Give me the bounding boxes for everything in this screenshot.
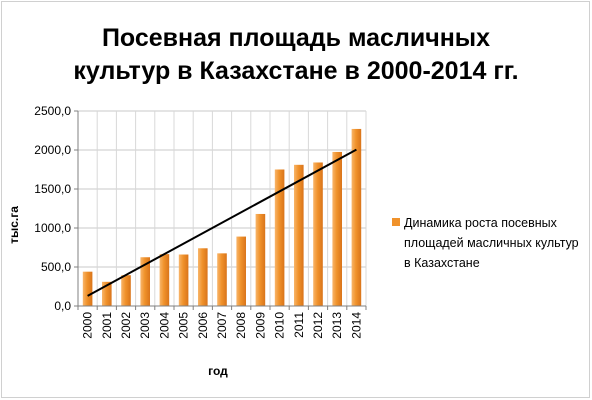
legend: Динамика роста посевных площадей масличн… bbox=[392, 213, 587, 273]
bar-2013 bbox=[332, 151, 342, 306]
bar-2009 bbox=[255, 213, 266, 306]
bar-2001 bbox=[102, 281, 112, 306]
chart-title: Посевная площадь масличных культур в Каз… bbox=[0, 22, 592, 88]
x-tick-label-2001: 2001 bbox=[100, 312, 114, 339]
x-tick-label-2011: 2011 bbox=[292, 312, 306, 338]
bar-2004 bbox=[159, 254, 170, 306]
x-tick-label-2004: 2004 bbox=[157, 312, 171, 339]
bar-2008 bbox=[236, 236, 246, 306]
y-tick-label-3: 1500,0 bbox=[34, 182, 71, 196]
axes bbox=[74, 110, 367, 310]
y-tick-label-5: 2500,0 bbox=[34, 104, 71, 118]
bar-2000 bbox=[82, 271, 93, 306]
x-tick-label-2005: 2005 bbox=[177, 312, 191, 339]
bar-2005 bbox=[178, 254, 189, 306]
legend-label: Динамика роста посевных площадей масличн… bbox=[404, 216, 579, 270]
bar-2006 bbox=[198, 248, 208, 306]
x-tick-label-2008: 2008 bbox=[234, 312, 248, 339]
y-tick-label-1: 500,0 bbox=[41, 260, 71, 274]
x-tick-label-2000: 2000 bbox=[81, 312, 95, 339]
bar-2010 bbox=[274, 169, 285, 306]
x-tick-label-2013: 2013 bbox=[330, 312, 344, 339]
chart-title-line-2: культур в Казахстане в 2000-2014 гг. bbox=[73, 57, 519, 85]
bar-2014 bbox=[351, 128, 362, 306]
trendline-group bbox=[87, 148, 357, 297]
bar-2011 bbox=[294, 164, 304, 306]
y-tick-label-4: 2000,0 bbox=[34, 143, 71, 157]
x-tick-label-2010: 2010 bbox=[273, 312, 287, 339]
x-tick-label-2003: 2003 bbox=[138, 312, 152, 339]
x-tick-label-2012: 2012 bbox=[311, 312, 325, 339]
y-axis-label: тыс.га bbox=[7, 206, 21, 244]
x-axis-label: год bbox=[208, 364, 228, 378]
x-tick-label-2009: 2009 bbox=[253, 312, 267, 339]
legend-swatch bbox=[392, 218, 400, 226]
x-tick-label-2007: 2007 bbox=[215, 312, 229, 339]
y-tick-label-2: 1000,0 bbox=[34, 221, 71, 235]
x-tick-label-2002: 2002 bbox=[119, 312, 133, 339]
bar-2012 bbox=[313, 162, 323, 306]
bar-2002 bbox=[121, 275, 131, 306]
y-tick-labels: 0,0 500,0 1000,0 1500,0 2000,0 2500,0 bbox=[34, 104, 71, 313]
trendline bbox=[87, 148, 357, 297]
x-tick-label-2006: 2006 bbox=[196, 312, 210, 339]
y-tick-label-0: 0,0 bbox=[54, 299, 71, 313]
x-tick-labels: 2000 2001 2002 2003 2004 2005 2006 2007 2008 2009… bbox=[81, 312, 364, 339]
x-tick-label-2014: 2014 bbox=[349, 312, 363, 339]
bar-2003 bbox=[140, 257, 150, 306]
bars bbox=[82, 128, 362, 306]
bar-2007 bbox=[217, 253, 227, 306]
chart-title-line-1: Посевная площадь масличных bbox=[101, 24, 491, 52]
